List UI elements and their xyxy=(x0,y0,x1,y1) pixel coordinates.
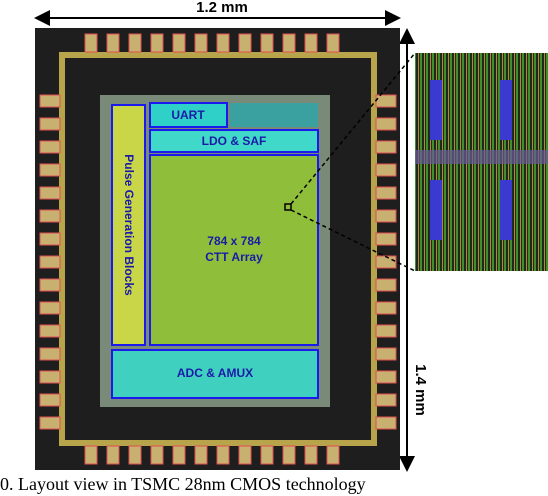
pad xyxy=(39,163,61,177)
pad xyxy=(260,445,274,465)
pad xyxy=(106,445,120,465)
zoom-cell xyxy=(430,180,442,240)
array-block xyxy=(149,154,319,346)
pad xyxy=(216,445,230,465)
pad xyxy=(375,416,397,430)
pad xyxy=(39,324,61,338)
pad xyxy=(375,163,397,177)
pad xyxy=(128,33,142,53)
pad xyxy=(39,278,61,292)
adc-block xyxy=(111,349,319,399)
pad xyxy=(238,445,252,465)
pad xyxy=(238,33,252,53)
uart-label: UART xyxy=(171,108,205,122)
pad xyxy=(375,347,397,361)
pad xyxy=(39,255,61,269)
zoom-cell xyxy=(500,80,512,140)
ldo-label: LDO & SAF xyxy=(202,134,267,148)
pad xyxy=(106,33,120,53)
array-size: 784 x 784 xyxy=(207,234,261,248)
uart-block xyxy=(149,102,228,128)
array-name: CTT Array xyxy=(205,250,263,264)
pad xyxy=(260,33,274,53)
pad xyxy=(375,324,397,338)
pad xyxy=(39,209,61,223)
pad xyxy=(375,370,397,384)
pad xyxy=(304,33,318,53)
pad xyxy=(375,209,397,223)
zoom-bus xyxy=(415,150,548,164)
pad xyxy=(150,33,164,53)
pad xyxy=(172,33,186,53)
pad xyxy=(84,445,98,465)
pulse-label: Pulse Generation Blocks xyxy=(122,154,136,296)
zoom-cell xyxy=(430,80,442,140)
pad xyxy=(375,186,397,200)
pad xyxy=(39,393,61,407)
pad-ring xyxy=(59,52,377,446)
pad xyxy=(39,186,61,200)
pad xyxy=(39,140,61,154)
pad xyxy=(304,445,318,465)
pad xyxy=(282,33,296,53)
pulse-block xyxy=(111,104,146,346)
pad xyxy=(39,94,61,108)
pad xyxy=(39,416,61,430)
zoom-cell xyxy=(500,180,512,240)
pad xyxy=(39,117,61,131)
pad xyxy=(326,33,340,53)
pad xyxy=(375,94,397,108)
width-label: 1.2 mm xyxy=(196,0,248,16)
pad xyxy=(282,445,296,465)
pad xyxy=(39,232,61,246)
pad xyxy=(128,445,142,465)
zoom-line xyxy=(290,52,416,205)
zoom-line xyxy=(290,209,416,272)
pad xyxy=(150,445,164,465)
pad xyxy=(375,278,397,292)
pad xyxy=(39,370,61,384)
pad xyxy=(326,445,340,465)
pad xyxy=(375,232,397,246)
ldo-block xyxy=(149,129,319,153)
zoom-box xyxy=(284,203,292,211)
misc-block xyxy=(230,103,318,127)
caption: 0. Layout view in TSMC 28nm CMOS technol… xyxy=(0,474,366,494)
pads xyxy=(39,33,397,465)
pad xyxy=(39,301,61,315)
pad xyxy=(172,445,186,465)
pad xyxy=(375,255,397,269)
pad xyxy=(375,140,397,154)
pad xyxy=(84,33,98,53)
pad xyxy=(375,301,397,315)
height-label: 1.4 mm xyxy=(412,364,429,416)
pad xyxy=(39,347,61,361)
pad xyxy=(375,117,397,131)
pad xyxy=(375,393,397,407)
pad xyxy=(194,445,208,465)
pad xyxy=(194,33,208,53)
pad xyxy=(216,33,230,53)
adc-label: ADC & AMUX xyxy=(177,366,253,380)
